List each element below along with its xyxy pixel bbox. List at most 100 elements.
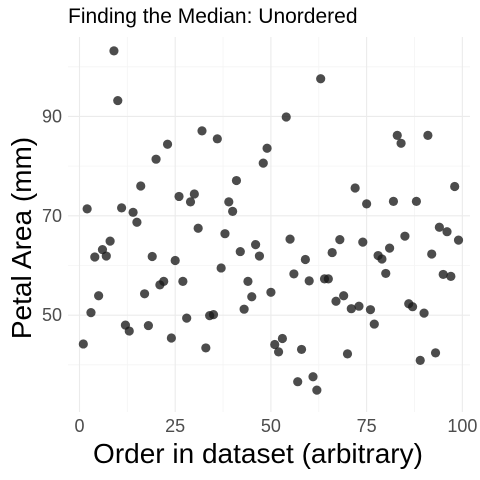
data-point xyxy=(105,236,115,246)
data-point xyxy=(419,308,429,318)
data-point xyxy=(170,255,180,266)
data-point xyxy=(159,276,169,286)
data-point xyxy=(358,237,368,247)
data-point xyxy=(251,240,261,250)
data-point xyxy=(270,339,280,350)
data-point xyxy=(201,343,211,353)
data-point xyxy=(162,139,173,149)
data-point xyxy=(220,229,230,239)
data-point xyxy=(350,183,360,193)
data-point xyxy=(86,308,96,318)
data-point xyxy=(224,197,234,207)
data-point xyxy=(189,189,199,199)
data-point xyxy=(243,276,253,286)
x-axis-title: Order in dataset (arbitrary) xyxy=(93,438,423,469)
x-axis-tick-labels: 0 25 50 75 100 xyxy=(74,416,477,436)
data-point xyxy=(438,269,448,280)
data-point xyxy=(273,347,284,357)
data-point xyxy=(453,235,464,245)
data-point xyxy=(132,217,142,227)
data-point xyxy=(342,349,353,359)
data-point xyxy=(277,333,287,344)
data-point xyxy=(193,223,203,233)
x-tick-label: 100 xyxy=(447,416,477,436)
data-point xyxy=(178,276,188,286)
y-tick-label: 90 xyxy=(42,106,62,126)
data-point xyxy=(362,199,372,209)
data-point xyxy=(151,154,161,164)
data-point xyxy=(427,249,437,259)
data-point xyxy=(304,276,314,286)
data-point xyxy=(365,305,376,315)
major-grid-vertical xyxy=(78,37,463,412)
data-point xyxy=(124,326,134,336)
data-point xyxy=(289,269,299,279)
data-point xyxy=(166,333,176,343)
data-point xyxy=(388,196,399,207)
data-point xyxy=(147,251,157,262)
chart-title: Finding the Median: Unordered xyxy=(68,5,358,28)
data-point xyxy=(331,296,341,306)
data-point xyxy=(113,95,123,106)
y-axis-title: Petal Area (mm) xyxy=(6,137,37,339)
data-point xyxy=(94,291,104,301)
data-point xyxy=(377,254,387,264)
data-point xyxy=(231,175,242,186)
x-tick-label: 25 xyxy=(165,416,185,436)
data-point xyxy=(396,138,406,148)
data-point xyxy=(415,355,425,365)
data-point xyxy=(423,130,433,140)
data-point xyxy=(312,385,322,395)
data-point xyxy=(400,231,410,241)
data-point xyxy=(442,227,452,237)
data-point xyxy=(212,134,222,144)
data-point xyxy=(101,251,111,261)
data-point xyxy=(411,196,421,207)
data-point xyxy=(323,274,333,284)
data-point xyxy=(296,344,307,355)
data-point xyxy=(254,251,265,261)
data-point xyxy=(446,271,456,282)
data-point xyxy=(308,372,318,382)
data-point xyxy=(385,243,395,253)
data-point xyxy=(109,46,119,56)
data-point xyxy=(430,348,441,358)
data-point xyxy=(82,204,92,214)
data-point xyxy=(197,126,207,136)
data-points xyxy=(78,46,464,395)
data-point xyxy=(185,197,196,207)
data-point xyxy=(285,234,295,244)
data-point xyxy=(392,130,402,140)
data-point xyxy=(300,254,310,265)
minor-grid-horizontal xyxy=(68,66,470,366)
data-point xyxy=(354,301,364,311)
data-point xyxy=(335,235,345,245)
data-point xyxy=(262,143,272,153)
x-tick-label: 50 xyxy=(261,416,281,436)
data-point xyxy=(174,191,184,202)
data-point xyxy=(239,304,249,314)
data-point xyxy=(450,181,460,192)
data-point xyxy=(128,207,138,217)
data-point xyxy=(327,247,337,258)
data-point xyxy=(266,287,276,297)
data-point xyxy=(258,158,268,168)
y-tick-label: 50 xyxy=(42,305,62,325)
data-point xyxy=(117,203,127,213)
data-point xyxy=(407,302,418,312)
data-point xyxy=(90,252,100,262)
data-point xyxy=(369,319,379,329)
data-point xyxy=(182,313,192,323)
y-tick-label: 70 xyxy=(42,206,62,226)
data-point xyxy=(216,263,226,273)
data-point xyxy=(281,112,291,122)
data-point xyxy=(346,304,356,314)
data-point xyxy=(339,291,349,301)
data-point xyxy=(143,320,153,331)
y-axis-tick-labels: 50 70 90 xyxy=(42,106,62,325)
data-point xyxy=(381,268,391,279)
data-point xyxy=(434,222,444,232)
data-point xyxy=(235,246,245,257)
data-point xyxy=(208,310,219,320)
data-point xyxy=(136,181,146,191)
